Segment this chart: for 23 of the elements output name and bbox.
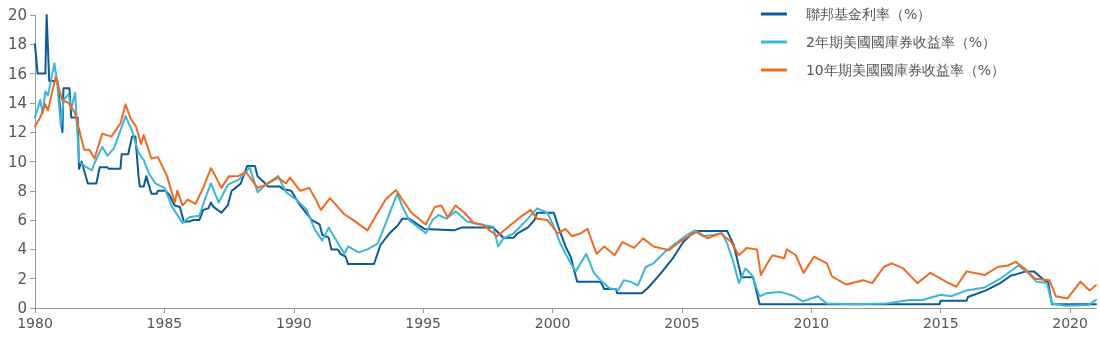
y-tick-label: 10: [7, 152, 27, 171]
x-tick-label: 1990: [275, 315, 312, 331]
y-tick-label: 14: [7, 93, 27, 112]
legend-label: 2年期美國國庫券收益率（%）: [805, 34, 997, 50]
y-tick-label: 0: [17, 299, 27, 317]
x-tick-label: 1995: [405, 315, 441, 331]
x-tick-label: 1980: [17, 315, 53, 331]
y-tick-label: 4: [17, 240, 27, 259]
y-tick-label: 18: [7, 35, 27, 54]
y-tick-label: 8: [17, 181, 27, 200]
legend-label: 10年期美國國庫券收益率（%）: [805, 62, 1006, 78]
y-tick-label: 16: [7, 64, 27, 83]
x-tick-label: 2020: [1052, 315, 1088, 331]
y-tick-label: 6: [17, 211, 27, 230]
x-tick-label: 2015: [922, 315, 959, 331]
y-tick-label: 20: [7, 6, 27, 24]
legend-label: 聯邦基金利率（%）: [805, 6, 932, 22]
y-tick-label: 2: [17, 269, 27, 288]
x-tick-label: 1985: [146, 315, 183, 331]
x-tick-label: 2000: [534, 315, 571, 331]
x-tick-label: 2010: [793, 315, 830, 331]
y-tick-label: 12: [7, 123, 27, 142]
x-tick-label: 2005: [664, 315, 700, 331]
